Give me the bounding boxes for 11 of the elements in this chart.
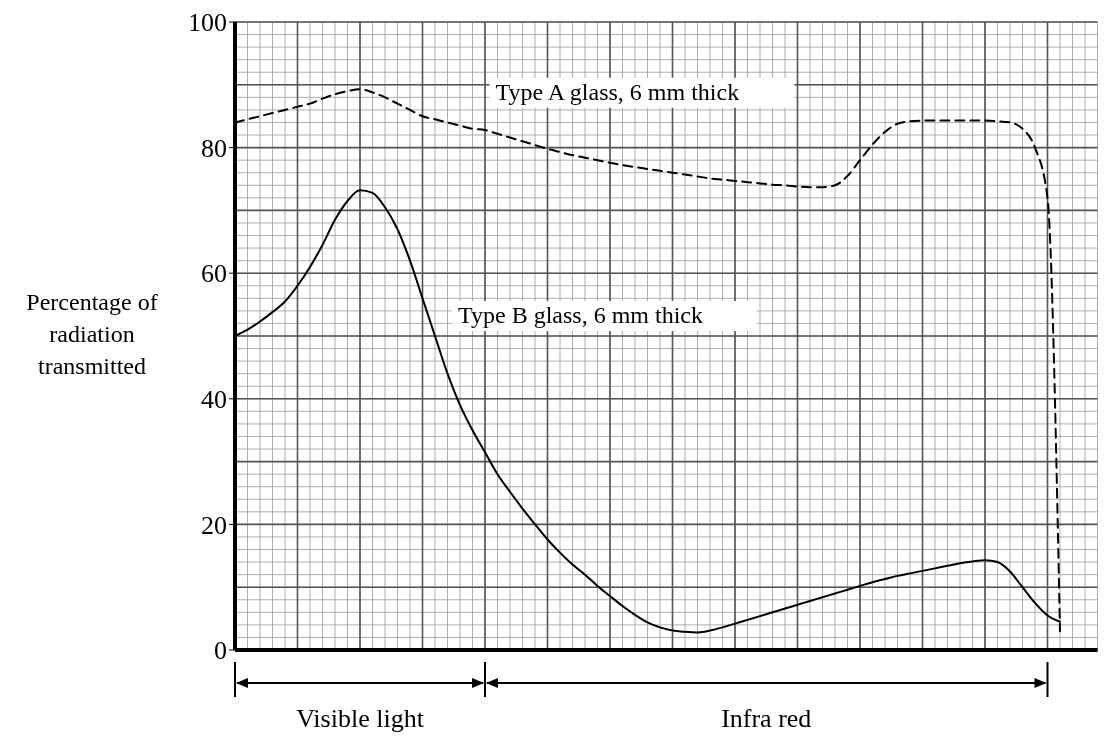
y-tick-label: 20 [201, 510, 227, 540]
y-axis-title: Percentage of radiation transmitted [25, 288, 159, 381]
text: Visible light [296, 704, 425, 733]
y-tick-label: 0 [214, 636, 227, 666]
text: Infra red [721, 704, 812, 733]
y-tick-label: 100 [188, 8, 227, 38]
series-label: Type B glass, 6 mm thick [458, 302, 703, 329]
y-tick-label: 60 [201, 259, 227, 289]
y-tick-label: 80 [201, 133, 227, 163]
series-label: Type A glass, 6 mm thick [495, 78, 740, 105]
y-tick-label: 40 [201, 385, 227, 415]
